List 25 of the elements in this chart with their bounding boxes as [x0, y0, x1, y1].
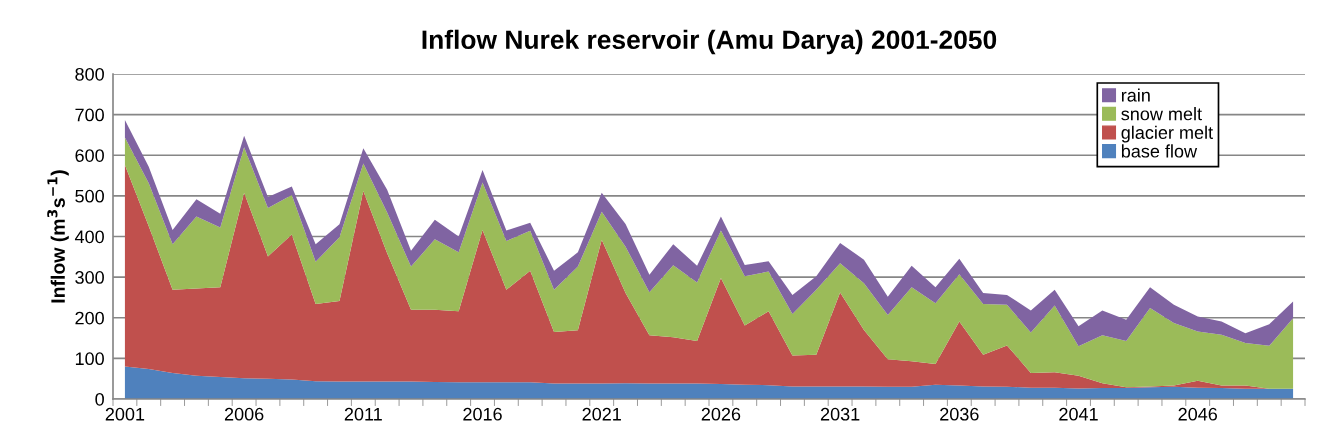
y-tick-label: 300 — [75, 271, 104, 284]
x-tick-label: 2016 — [463, 407, 502, 421]
x-tick-label: 2046 — [1178, 407, 1218, 421]
x-tick-label: 2036 — [940, 407, 979, 421]
legend-label: glacier melt — [1121, 125, 1213, 143]
x-tick-label: 2026 — [701, 407, 741, 421]
legend-label: base flow — [1121, 144, 1198, 158]
y-tick-label: 700 — [75, 108, 104, 122]
chart-title: Inflow Nurek reservoir (Amu Darya) 2001-2050 — [422, 29, 997, 55]
y-tick-label: 500 — [75, 189, 104, 203]
y-tick-label: 0 — [95, 392, 104, 406]
legend-label: snow melt — [1121, 107, 1202, 121]
x-tick-label: 2006 — [224, 407, 264, 421]
y-tick-label: 800 — [75, 67, 104, 81]
y-tick-label: 400 — [74, 230, 104, 244]
y-tick-label: 200 — [75, 311, 104, 325]
y-tick-label: 600 — [75, 149, 104, 162]
x-tick-label: 2031 — [820, 407, 860, 421]
x-tick-label: 2011 — [344, 407, 382, 421]
x-tick-label: 2041 — [1059, 407, 1098, 421]
legend-label: rain — [1121, 88, 1150, 102]
y-tick-label: 100 — [75, 352, 104, 366]
x-tick-label: 2021 — [582, 407, 621, 421]
y-axis-title: Inflow (m$^{3}$s$^{−1}$) — [47, 170, 69, 303]
x-tick-label: 2001 — [105, 407, 145, 421]
